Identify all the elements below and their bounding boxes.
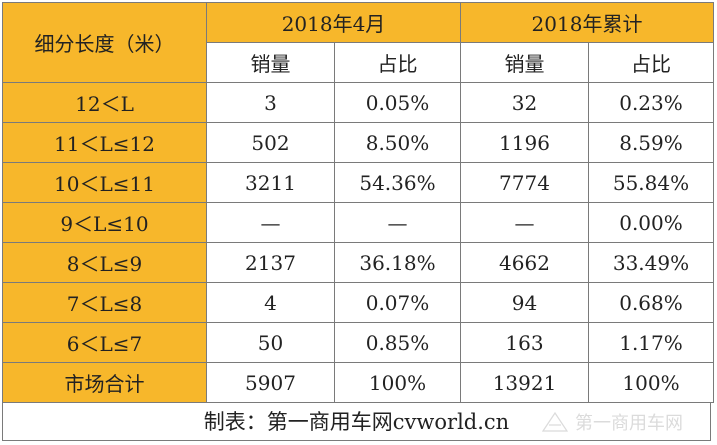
row-label: 6＜L≤7 [2,322,207,363]
sub-header-share-april: 占比 [334,42,461,83]
row-label: 7＜L≤8 [2,282,207,323]
table-row: 12＜L 3 0.05% 32 0.23% [2,82,714,123]
table-cell: 163 [460,322,589,363]
table-cell: 0.68% [588,282,714,323]
cvworld-logo-icon: 第一商用车网 [541,411,683,434]
table-cell: 502 [206,122,335,163]
table-cell: 33.49% [588,242,714,283]
row-label: 9＜L≤10 [2,202,207,243]
sub-header-sales-april: 销量 [206,42,335,83]
table-cell: 13921 [460,362,589,403]
table-cell: 0.23% [588,82,714,123]
row-label: 12＜L [2,82,207,123]
table-cell: 0.05% [334,82,461,123]
row-label: 8＜L≤9 [2,242,207,283]
table-cell: 3 [206,82,335,123]
table-cell: 2137 [206,242,335,283]
table-row: 8＜L≤9 2137 36.18% 4662 33.49% [2,242,714,283]
table-cell: 1196 [460,122,589,163]
table-cell: 4662 [460,242,589,283]
table-cell: 32 [460,82,589,123]
table-cell: 8.59% [588,122,714,163]
table-cell: 4 [206,282,335,323]
table-row: 11＜L≤12 502 8.50% 1196 8.59% [2,122,714,163]
table-row: 9＜L≤10— — —0.00% [2,202,714,243]
table-cell: 100% [334,362,461,403]
table-cell: 0.85% [334,322,461,363]
table-row: 市场合计 5907 100% 13921 100% [2,362,714,403]
row-label: 11＜L≤12 [2,122,207,163]
corner-header: 细分长度（米） [2,2,207,83]
table-cell: — [334,202,461,243]
table-cell: 0.00% [588,202,714,243]
watermark-text: 第一商用车网 [575,413,683,434]
table-cell: — [460,202,589,243]
sales-table: 细分长度（米） 2018年4月 2018年累计 销量 占比 销量 占比 12＜L… [2,2,714,403]
table-cell: 94 [460,282,589,323]
table-cell: 54.36% [334,162,461,203]
table-cell: 8.50% [334,122,461,163]
table-row: 7＜L≤8 4 0.07% 94 0.68% [2,282,714,323]
table-cell: 7774 [460,162,589,203]
table-cell: 0.07% [334,282,461,323]
table-row: 6＜L≤7 50 0.85% 163 1.17% [2,322,714,363]
group-header-april: 2018年4月 [206,2,461,43]
table-cell: 5907 [206,362,335,403]
table-cell: 36.18% [334,242,461,283]
group-header-cumulative: 2018年累计 [460,2,714,43]
row-label: 10＜L≤11 [2,162,207,203]
table-cell: 100% [588,362,714,403]
table-cell: 1.17% [588,322,714,363]
sub-header-share-cumulative: 占比 [588,42,714,83]
footer-credit: 制表：第一商用车网cvworld.cn [203,410,510,434]
table-row: 10＜L≤11 3211 54.36% 7774 55.84% [2,162,714,203]
table-cell: 50 [206,322,335,363]
sub-header-sales-cumulative: 销量 [460,42,589,83]
table-cell: — [206,202,335,243]
table-cell: 55.84% [588,162,714,203]
table-footer: 制表：第一商用车网cvworld.cn [2,402,711,441]
table-cell: 3211 [206,162,335,203]
row-label: 市场合计 [2,362,207,403]
